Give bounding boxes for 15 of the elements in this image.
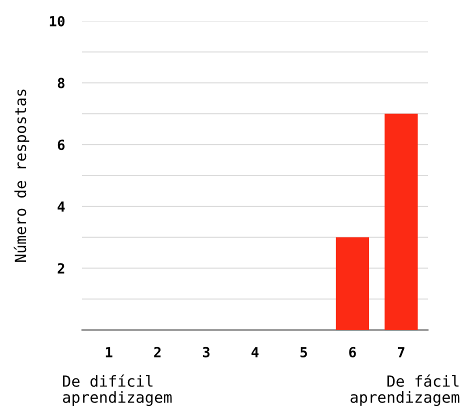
y-tick-label: 8 [58,78,64,88]
y-tick-label: 4 [58,202,65,212]
y-tick-label: 2 [58,263,64,274]
text: De difícil aprendizagem [62,374,172,406]
y-tick-label: 10 [50,16,64,26]
text: De fácil aprendizagem [350,374,460,406]
x-tick-label: 1 [106,347,112,358]
x-tick-label: 5 [300,347,307,358]
y-axis-title: Número de respostas [14,90,30,262]
x-tick-label: 2 [154,346,161,358]
y-tick-label: 6 [58,140,65,150]
x-tick-label: 6 [349,346,356,358]
x-tick-label: 3 [202,346,210,358]
x-tick-label: 4 [252,347,259,358]
x-tick-label: 7 [398,347,404,358]
